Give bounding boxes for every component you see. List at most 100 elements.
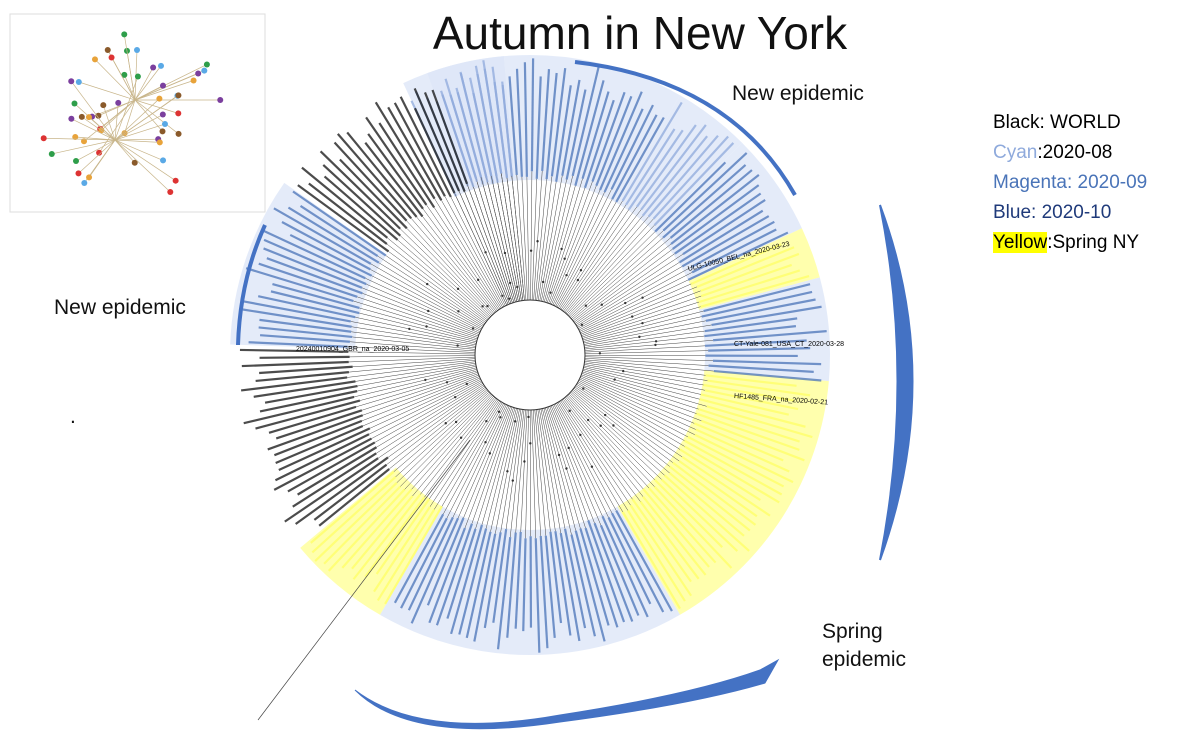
leaf-label — [393, 102, 446, 197]
branch — [355, 362, 476, 382]
inset-node — [134, 73, 141, 80]
inset-branch — [114, 139, 176, 181]
inset-branch — [78, 81, 136, 101]
leaf-label — [696, 246, 795, 288]
leaf-label — [535, 76, 542, 179]
leaf-label — [681, 455, 771, 517]
branch — [546, 187, 586, 303]
branch — [560, 209, 630, 310]
leaf-label — [468, 77, 493, 177]
branch — [386, 243, 487, 322]
node — [598, 352, 602, 355]
leaf-label — [691, 220, 775, 268]
branch — [539, 409, 561, 534]
branch — [559, 204, 627, 309]
inset-node — [203, 61, 210, 68]
legend-text: Yellow — [993, 232, 1048, 253]
arc-arrow — [879, 204, 914, 561]
leaf-label — [275, 424, 364, 464]
branch — [400, 393, 492, 487]
leaf-label — [483, 68, 503, 174]
branch — [552, 405, 603, 517]
leaf-label — [292, 190, 387, 257]
leaf-label — [310, 470, 395, 544]
leaf-label — [243, 395, 355, 425]
inset-node — [95, 112, 102, 119]
leaf-label — [273, 419, 363, 457]
leaf-label — [292, 452, 377, 508]
branch — [349, 355, 476, 358]
branch — [574, 386, 680, 462]
inset-branch — [114, 114, 163, 141]
branch — [555, 403, 613, 514]
branch — [387, 386, 486, 458]
legend-item: Black: WORLD — [993, 108, 1147, 138]
leaf-label — [295, 456, 389, 525]
branch — [531, 178, 538, 301]
leaf-label — [374, 101, 436, 200]
leaf-label — [508, 76, 518, 175]
branch — [584, 324, 712, 347]
annotation: Spring — [822, 620, 883, 643]
node — [408, 327, 411, 331]
leaf-label — [682, 199, 766, 256]
inset-branch — [101, 99, 136, 131]
inset-node — [108, 54, 115, 61]
leaf-label — [259, 334, 350, 343]
branch — [350, 321, 476, 346]
leaf-label — [539, 535, 549, 649]
leaf-label — [476, 73, 499, 183]
branch — [370, 269, 482, 330]
branch — [400, 235, 490, 318]
inset-branch — [134, 67, 154, 101]
inset-node — [175, 130, 182, 137]
branch — [562, 398, 641, 502]
legend-item: Magenta: 2020-09 — [993, 168, 1147, 198]
leaf-label — [259, 355, 350, 359]
leaf-label — [541, 69, 551, 172]
branch — [353, 300, 478, 340]
inset-branch — [134, 73, 199, 101]
branch — [370, 263, 483, 328]
node — [613, 378, 616, 381]
leaf-label — [287, 441, 376, 493]
branch — [359, 368, 477, 401]
arc-arrow — [354, 658, 780, 730]
inset-branch — [134, 99, 179, 135]
node — [459, 436, 463, 439]
leaf-label — [544, 535, 556, 638]
branch — [548, 406, 589, 521]
branch — [584, 345, 706, 353]
inset-node — [75, 170, 82, 177]
node — [499, 416, 502, 419]
leaf-label — [365, 116, 428, 206]
branch — [491, 175, 519, 302]
branch — [428, 399, 499, 500]
leaf-label — [364, 496, 426, 578]
inset-node — [121, 71, 128, 78]
legend-text: Cyan — [993, 142, 1038, 163]
branch — [581, 374, 702, 422]
leaf-label — [672, 461, 757, 526]
node — [590, 465, 594, 468]
leaf-label — [670, 174, 760, 245]
branch — [366, 283, 480, 334]
branch — [490, 408, 519, 532]
branch — [560, 400, 631, 506]
node — [425, 325, 428, 328]
leaf-label — [704, 339, 807, 347]
leaf-label — [639, 500, 700, 580]
leaf-label — [683, 439, 783, 496]
node — [481, 305, 484, 308]
node — [508, 297, 511, 300]
leaf-label — [681, 215, 770, 268]
branch — [557, 402, 624, 513]
branch — [452, 404, 507, 518]
node — [485, 419, 488, 423]
leaf-label — [700, 393, 790, 416]
branch — [420, 398, 497, 495]
node — [497, 410, 501, 413]
branch — [475, 407, 514, 529]
leaf-label — [267, 414, 364, 451]
